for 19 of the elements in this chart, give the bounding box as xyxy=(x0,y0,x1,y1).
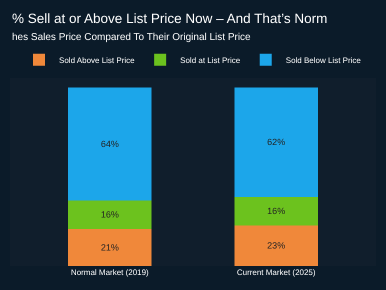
bar xyxy=(234,197,318,226)
bar xyxy=(234,225,318,266)
bar xyxy=(68,87,152,201)
bar xyxy=(68,200,152,229)
x-tick-label: Normal Market (2019) xyxy=(70,268,150,277)
legend-label: Sold Above List Price xyxy=(59,56,136,65)
data-label: 23% xyxy=(267,240,286,251)
data-label: 21% xyxy=(100,242,119,252)
bar xyxy=(68,228,152,266)
chart-subtitle: hes Sales Price Compared To Their Original List Price xyxy=(12,32,252,43)
bar xyxy=(234,87,318,198)
legend-label: Sold Below List Price xyxy=(286,56,362,65)
data-label: 16% xyxy=(100,210,119,220)
legend-label: Sold at List Price xyxy=(180,56,241,65)
chart-title: % Sell at or Above List Price Now – And That’s Norm xyxy=(12,11,328,26)
x-tick-label: Current Market (2025) xyxy=(236,268,316,277)
data-label: 62% xyxy=(267,137,286,148)
data-label: 16% xyxy=(267,206,286,216)
data-label: 64% xyxy=(100,138,119,149)
